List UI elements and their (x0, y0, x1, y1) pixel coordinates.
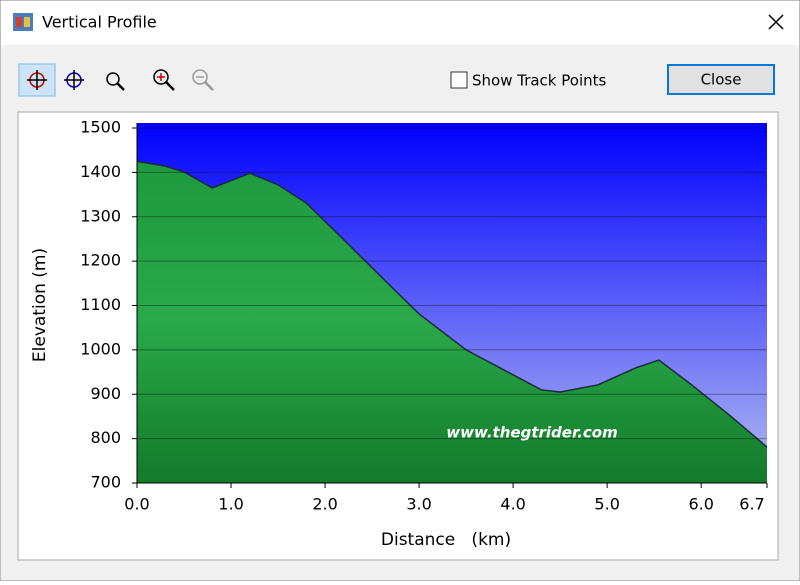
y-axis-label: Elevation (m) (30, 248, 50, 362)
x-tick-label: 2.0 (312, 495, 337, 514)
x-tick-label: 3.0 (406, 495, 431, 514)
x-axis-label: Distance (km) (381, 530, 511, 550)
window-title: Vertical Profile (42, 13, 157, 32)
x-tick-label: 4.0 (500, 495, 525, 514)
x-tick-label: 1.0 (218, 495, 243, 514)
y-tick-label: 1100 (80, 295, 121, 314)
close-button-label[interactable]: Close (701, 71, 742, 89)
y-tick-label: 1500 (80, 118, 121, 137)
chart: 700 800 900 1000 1100 1200 1300 1400 1500 0.0 1.0 2… (30, 118, 768, 550)
checkbox[interactable] (450, 71, 468, 89)
elevation-line (136, 160, 768, 448)
y-tick-label: 800 (90, 428, 121, 447)
title-bar (1, 1, 799, 45)
checkbox-label[interactable]: Show Track Points (472, 72, 607, 90)
close-button[interactable] (667, 64, 775, 95)
close-x[interactable] (768, 14, 784, 30)
y-tick-label: 1300 (80, 206, 121, 225)
y-tick-label: 1000 (80, 339, 121, 358)
watermark: www.thegtrider.com (446, 424, 617, 442)
toolbar-icons[interactable] (18, 63, 214, 97)
x-tick-label: 0.0 (124, 495, 149, 514)
elevation-area (137, 161, 767, 483)
y-tick-label: 900 (90, 384, 121, 403)
x-tick-label: 5.0 (594, 495, 619, 514)
y-tick-label: 700 (90, 473, 121, 492)
y-tick-label: 1400 (80, 162, 121, 181)
app-icon (13, 13, 33, 31)
x-tick-label: 6.0 (688, 495, 713, 514)
x-tick-label: 6.7 (739, 495, 764, 514)
y-tick-label: 1200 (80, 251, 121, 270)
